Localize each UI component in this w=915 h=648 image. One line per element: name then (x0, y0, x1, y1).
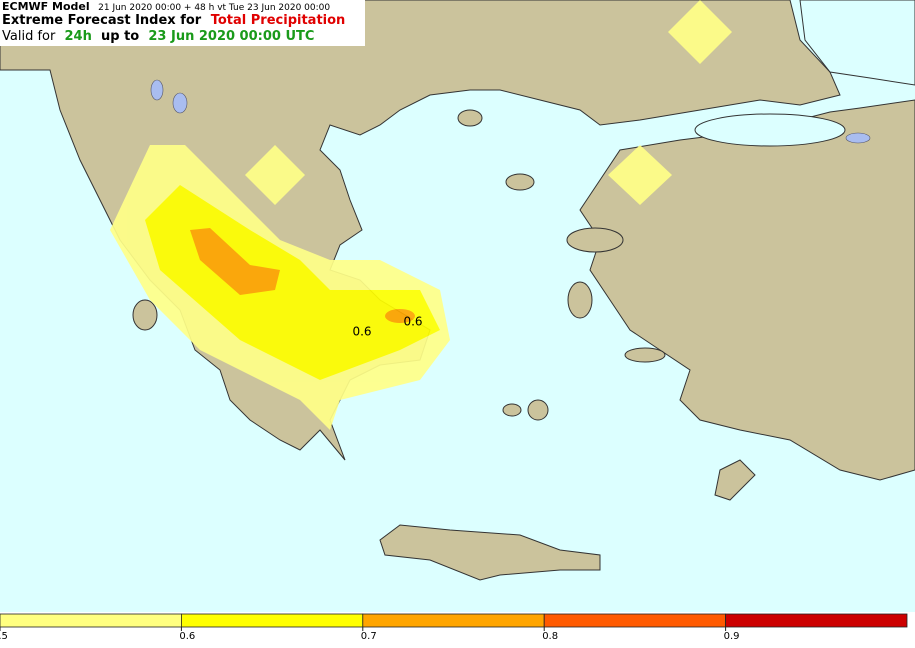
sea-of-marmara (694, 113, 846, 147)
chios (567, 281, 593, 319)
colorbar: 0.5 0.6 0.7 0.8 0.9 (0, 613, 908, 642)
title-prefix: Extreme Forecast Index for (2, 13, 202, 28)
efi-area-0-5 (668, 0, 732, 64)
efi-area-0-5 (245, 145, 305, 205)
forecast-index (110, 0, 732, 430)
header-line-3: Valid for 24h up to 23 Jun 2020 00:00 UT… (2, 29, 314, 44)
valid-prefix: Valid for (2, 29, 56, 44)
run-time: 21 Jun 2020 00:00 + 48 h vt Tue 23 Jun 2… (98, 3, 330, 13)
black-sea (799, 0, 915, 86)
thasos (457, 109, 483, 127)
colorbar-segment (725, 613, 908, 628)
header-line-1: ECMWF Model 21 Jun 2020 00:00 + 48 h vt … (2, 0, 330, 13)
efi-area-0-7 (190, 228, 280, 295)
contour-label: 0.6 (352, 325, 371, 339)
island (502, 403, 522, 417)
samos (624, 347, 666, 363)
efi-area-0-5 (608, 145, 672, 205)
colorbar-label: 0.6 (179, 631, 195, 642)
rhodes (714, 459, 756, 501)
efi-area-0-7 (385, 309, 415, 323)
valid-time: 23 Jun 2020 00:00 UTC (148, 29, 314, 44)
island (527, 399, 549, 421)
valid-mid: up to (101, 29, 139, 44)
lake (150, 79, 164, 101)
lemnos (505, 173, 535, 191)
colorbar-segment (0, 613, 182, 628)
period: 24h (64, 29, 91, 44)
crete (379, 524, 601, 581)
header-box (0, 0, 365, 46)
colorbar-segment (543, 613, 727, 628)
colorbar-label: 0.9 (724, 631, 740, 642)
lake (845, 132, 871, 144)
colorbar-label: 0.7 (361, 631, 377, 642)
colorbar-segment (362, 613, 545, 628)
lesbos (566, 227, 624, 253)
model: ECMWF Model (2, 0, 90, 13)
header-line-2: Extreme Forecast Index for Total Precipi… (2, 13, 345, 28)
parameter: Total Precipitation (211, 13, 346, 28)
colorbar-segment (180, 613, 364, 628)
kefalonia (132, 299, 158, 331)
colorbar-label: 0.5 (0, 631, 8, 642)
contour-label: 0.6 (403, 315, 422, 329)
colorbar-label: 0.8 (542, 631, 558, 642)
efi-area-0-6 (145, 185, 440, 380)
lake (172, 92, 188, 114)
